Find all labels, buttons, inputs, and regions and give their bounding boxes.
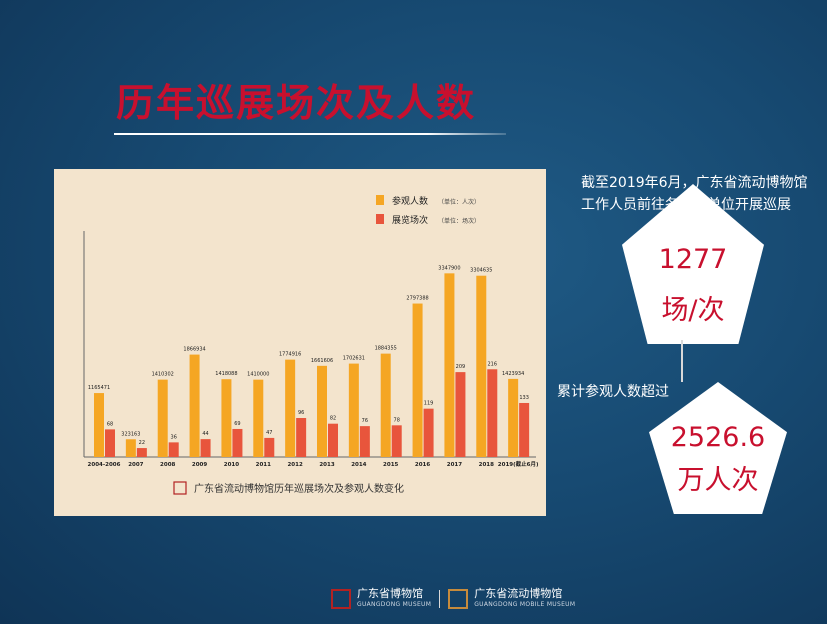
visitor-bar — [157, 379, 168, 457]
connector-line — [681, 340, 683, 382]
x-tick-label: 2012 — [287, 462, 302, 468]
logo2-name: 广东省流动博物馆 — [474, 587, 563, 600]
visitor-bar — [125, 439, 136, 457]
visitor-data-label: 3347900 — [438, 265, 460, 271]
logo2-english: GUANGDONG MOBILE MUSEUM — [474, 601, 576, 608]
exhibition-bar — [423, 408, 434, 457]
x-tick-label: 2017 — [447, 462, 462, 468]
visitor-bar — [476, 275, 487, 457]
visitor-data-label: 1423934 — [502, 371, 524, 377]
legend-exhibition-label: 展览场次 — [392, 214, 428, 226]
visitor-bar — [94, 393, 104, 457]
visitor-bar — [221, 379, 232, 457]
footer-logos: 广东省博物馆 GUANGDONG MUSEUM 广东省流动博物馆 GUANGDO… — [331, 586, 575, 612]
exhibition-data-label: 78 — [394, 417, 400, 423]
exhibition-count-unit: 场/次 — [661, 295, 725, 326]
visitor-bar — [380, 353, 391, 457]
exhibition-bar — [328, 423, 338, 457]
exhibition-bar — [264, 437, 275, 457]
logo-divider — [439, 590, 441, 608]
guangdong-museum-logo-icon — [331, 589, 351, 609]
x-tick-label: 2007 — [128, 462, 143, 468]
legend-visitor-swatch — [376, 195, 384, 205]
exhibition-data-label: 69 — [234, 421, 240, 427]
x-tick-label: 2016 — [415, 462, 430, 468]
visitor-data-label: 1410000 — [247, 372, 269, 378]
chart-caption: 广东省流动博物馆历年巡展场次及参观人数变化 — [194, 482, 404, 495]
visitor-total-badge: 2526.6 万人次 — [649, 382, 787, 514]
exhibition-bar — [455, 372, 466, 457]
visitor-data-label: 323163 — [121, 431, 140, 437]
x-tick-label: 2014 — [351, 462, 366, 468]
visitor-data-label: 1774916 — [279, 352, 301, 358]
x-tick-label: 2013 — [319, 462, 334, 468]
x-tick-label: 2019(截止6月) — [498, 460, 539, 468]
exhibition-data-label: 209 — [456, 364, 466, 370]
x-tick-label: 2009 — [192, 462, 207, 468]
x-tick-label: 2010 — [224, 462, 239, 468]
exhibition-data-label: 68 — [107, 421, 113, 427]
visitor-data-label: 1702631 — [343, 356, 365, 362]
x-tick-label: 2015 — [383, 462, 398, 468]
visitor-bar — [253, 379, 264, 457]
legend-visitor-unit: （单位：人次） — [438, 198, 480, 206]
chart-card: 1165471 68 2004-2006 323163 22 2007 1410302 36 2… — [54, 169, 546, 516]
mobile-museum-logo-icon — [448, 589, 469, 609]
exhibition-data-label: 82 — [330, 416, 336, 422]
exhibition-data-label: 44 — [202, 431, 208, 437]
exhibition-bar — [519, 402, 530, 457]
visitor-data-label: 3304635 — [470, 268, 492, 274]
exhibition-bar — [105, 429, 115, 457]
exhibition-data-label: 119 — [424, 401, 434, 407]
exhibition-data-label: 76 — [362, 418, 368, 424]
exhibition-data-label: 22 — [139, 440, 145, 446]
exhibition-bar — [168, 442, 179, 457]
visitor-data-label: 1410302 — [152, 372, 174, 378]
exhibition-bar — [296, 418, 307, 457]
logo1-name: 广东省博物馆 — [357, 587, 423, 600]
exhibition-bar — [487, 369, 498, 457]
legend-visitor-label: 参观人数 — [392, 195, 428, 207]
title-underline — [114, 133, 506, 135]
visitor-bar — [348, 363, 359, 457]
visitor-bar — [317, 365, 327, 457]
visitor-data-label: 1866934 — [183, 347, 205, 353]
visitor-bar — [189, 354, 200, 457]
visitor-bar — [508, 378, 519, 457]
x-tick-label: 2011 — [256, 462, 271, 468]
exhibition-bar — [391, 425, 402, 457]
x-tick-label: 2004-2006 — [88, 462, 121, 468]
visitor-total-value: 2526.6 — [670, 422, 766, 453]
logo1-english: GUANGDONG MUSEUM — [357, 601, 432, 608]
x-tick-label: 2018 — [479, 462, 494, 468]
exhibition-bar — [232, 428, 243, 457]
visitor-total-unit: 万人次 — [677, 465, 759, 496]
visitor-data-label: 1418088 — [215, 371, 237, 377]
seal-icon — [173, 481, 187, 495]
exhibition-data-label: 36 — [171, 434, 177, 440]
exhibition-count-value: 1277 — [658, 244, 728, 275]
visitor-data-label: 1165471 — [88, 385, 110, 391]
legend-exhibition-swatch — [376, 214, 384, 224]
bar-chart: 1165471 68 2004-2006 323163 22 2007 1410302 36 2… — [83, 195, 539, 495]
slide-title: 历年巡展场次及人数 — [116, 80, 477, 125]
exhibition-bar — [136, 448, 147, 457]
exhibition-data-label: 47 — [266, 430, 272, 436]
visitor-data-label: 2797388 — [406, 296, 428, 302]
visitor-bar — [285, 359, 296, 457]
exhibition-data-label: 96 — [298, 410, 304, 416]
visitor-bar — [444, 273, 455, 457]
exhibition-data-label: 216 — [488, 361, 498, 367]
visitor-data-label: 1884355 — [375, 346, 397, 352]
visitor-data-label: 1661606 — [311, 358, 333, 364]
visitor-total-label: 累计参观人数超过 — [557, 384, 669, 400]
legend-exhibition-unit: （单位：场次） — [438, 217, 480, 225]
visitor-bar — [412, 303, 423, 457]
exhibition-data-label: 133 — [519, 395, 529, 401]
x-tick-label: 2008 — [160, 462, 175, 468]
exhibition-bar — [200, 439, 211, 457]
exhibition-bar — [359, 426, 370, 457]
